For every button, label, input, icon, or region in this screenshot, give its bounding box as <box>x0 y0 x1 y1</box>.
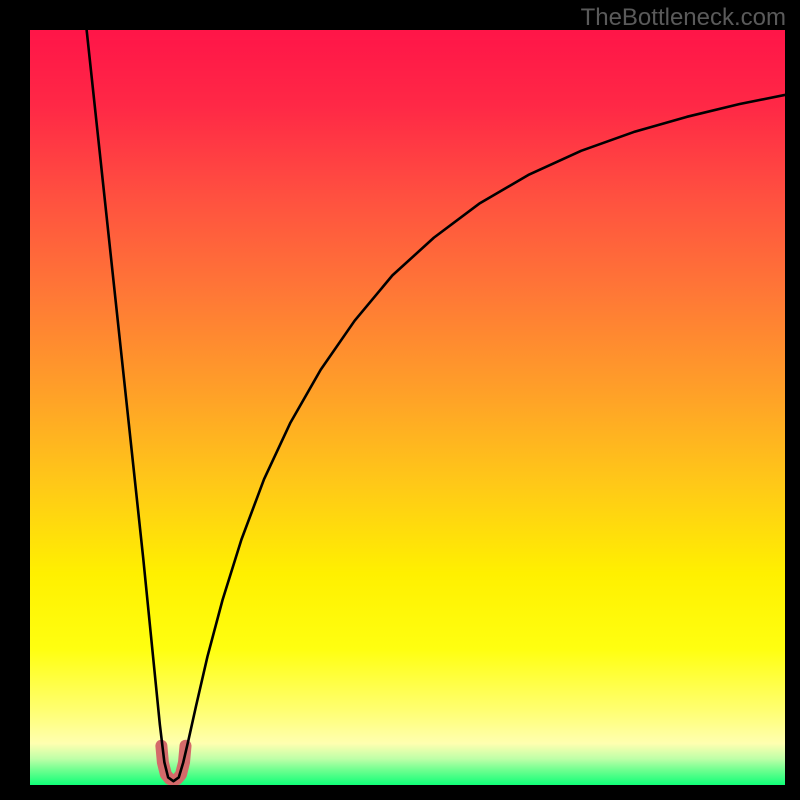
source-watermark: TheBottleneck.com <box>581 4 786 32</box>
chart-svg <box>0 0 800 800</box>
chart-root: TheBottleneck.com <box>0 0 800 800</box>
plot-area-gradient <box>30 30 785 785</box>
